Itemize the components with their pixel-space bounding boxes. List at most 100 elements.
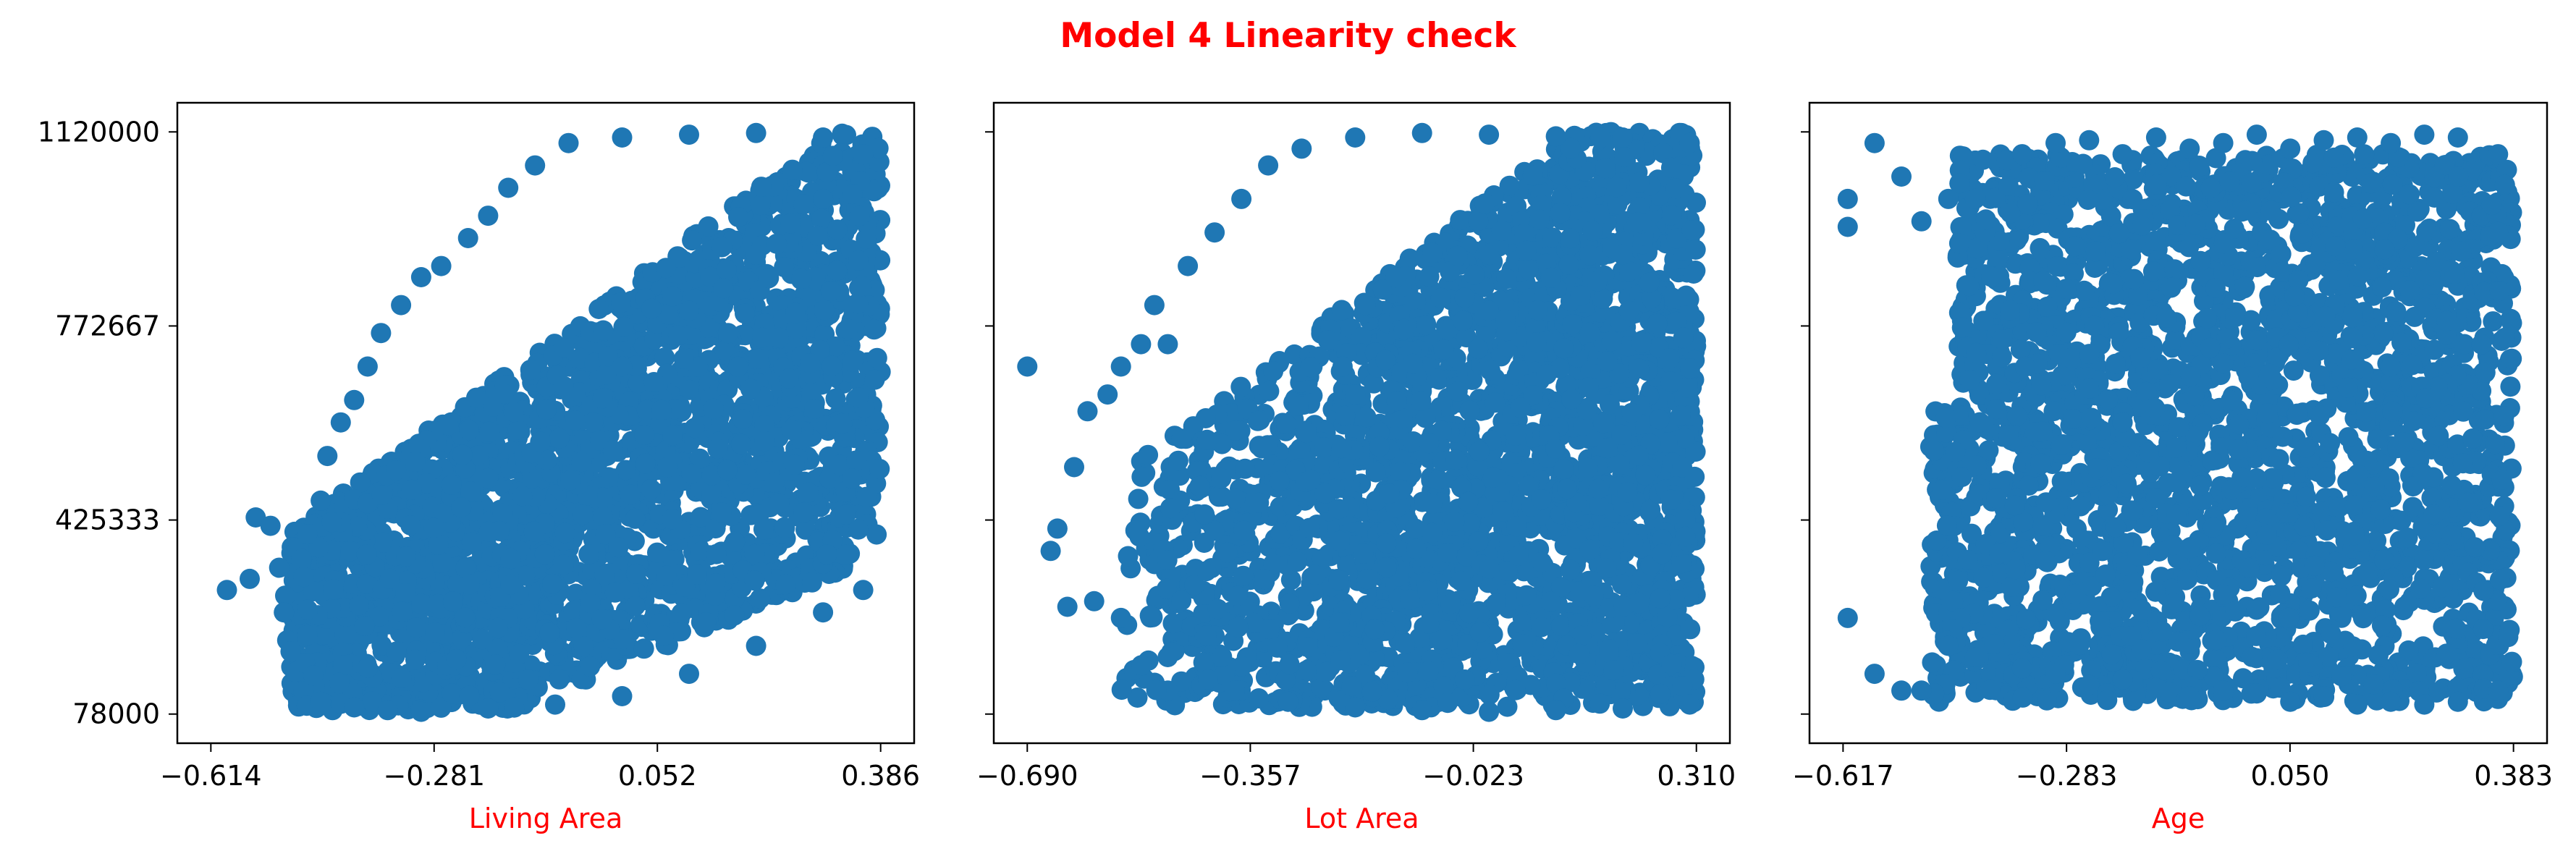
scatter-point (866, 524, 887, 545)
scatter-point (391, 667, 412, 688)
scatter-point (866, 347, 887, 368)
scatter-point (1497, 696, 1518, 717)
scatter-point (1127, 687, 1148, 708)
scatter-point (479, 421, 500, 442)
scatter-point (658, 304, 679, 325)
scatter-point (400, 515, 421, 536)
scatter-point (396, 546, 417, 567)
scatter-point (379, 568, 400, 589)
scatter-point (459, 685, 480, 706)
scatter-point (1263, 361, 1284, 381)
scatter-point (1162, 613, 1183, 634)
scatter-point (461, 532, 482, 553)
scatter-point (800, 353, 821, 374)
scatter-point (431, 697, 452, 718)
data-point (478, 467, 499, 488)
scatter-point (754, 431, 774, 452)
scatter-point (427, 593, 448, 614)
scatter-point (1351, 326, 1372, 347)
data-point (297, 524, 318, 545)
data-point (746, 245, 767, 266)
scatter-point (1353, 543, 1374, 564)
scatter-point (1686, 192, 1706, 213)
scatter-point (667, 325, 688, 346)
scatter-point (349, 595, 369, 616)
scatter-point (827, 260, 848, 281)
scatter-point (1467, 456, 1488, 477)
scatter-point (507, 419, 528, 440)
scatter-point (405, 452, 426, 473)
scatter-point (829, 454, 850, 475)
scatter-point (793, 502, 814, 523)
scatter-point (814, 300, 835, 321)
scatter-point (811, 208, 832, 229)
scatter-point (1486, 593, 1506, 614)
scatter-point (361, 691, 382, 712)
data-point (269, 557, 290, 578)
scatter-point (1560, 559, 1581, 580)
scatter-point (644, 329, 665, 350)
scatter-point (822, 355, 843, 376)
scatter-point (724, 605, 745, 626)
scatter-point (478, 521, 499, 542)
x-tick-label: −0.614 (160, 760, 262, 792)
scatter-point (554, 337, 575, 358)
scatter-point (500, 574, 520, 595)
data-point (311, 691, 331, 712)
scatter-point (565, 410, 586, 431)
scatter-point (598, 346, 618, 367)
scatter-point (615, 460, 636, 481)
scatter-point (711, 502, 732, 523)
scatter-point (836, 544, 857, 565)
scatter-point (358, 657, 378, 678)
scatter-point (441, 475, 462, 495)
scatter-point (843, 352, 863, 373)
scatter-point (549, 428, 570, 449)
scatter-point (329, 672, 350, 693)
data-point (371, 323, 392, 344)
scatter-point (520, 360, 541, 381)
scatter-point (687, 564, 707, 585)
scatter-point (423, 517, 444, 538)
data-point (275, 585, 295, 606)
scatter-point (452, 444, 473, 465)
scatter-point (350, 472, 371, 493)
scatter-point (588, 299, 609, 319)
scatter-point (303, 581, 324, 602)
point-cloud (281, 123, 891, 721)
scatter-point (1607, 194, 1628, 215)
scatter-point (801, 383, 822, 404)
scatter-point (291, 549, 312, 570)
scatter-point (753, 519, 774, 540)
scatter-point (1393, 408, 1413, 429)
scatter-point (1233, 565, 1254, 586)
data-point (344, 389, 365, 410)
scatter-point (1364, 373, 1384, 394)
scatter-point (595, 524, 616, 545)
scatter-point (656, 258, 677, 279)
scatter-point (716, 259, 737, 280)
scatter-point (1629, 445, 1649, 466)
scatter-point (856, 229, 877, 250)
scatter-point (698, 216, 719, 237)
scatter-point (487, 638, 508, 659)
scatter-point (534, 543, 555, 564)
data-point (498, 177, 519, 198)
scatter-point (681, 463, 702, 484)
scatter-point (647, 542, 667, 563)
scatter-point (704, 398, 724, 419)
scatter-point (1631, 332, 1652, 353)
scatter-point (804, 399, 825, 419)
scatter-point (752, 327, 772, 348)
scatter-point (775, 574, 796, 595)
scatter-point (832, 413, 853, 434)
data-point (679, 124, 699, 145)
scatter-point (744, 570, 765, 591)
point-cloud (1111, 122, 1707, 718)
scatter-point (1531, 617, 1552, 638)
scatter-point (1683, 263, 1704, 284)
scatter-point (338, 623, 359, 644)
scatter-point (371, 485, 392, 505)
scatter-point (1270, 522, 1291, 543)
scatter-point (774, 517, 795, 538)
